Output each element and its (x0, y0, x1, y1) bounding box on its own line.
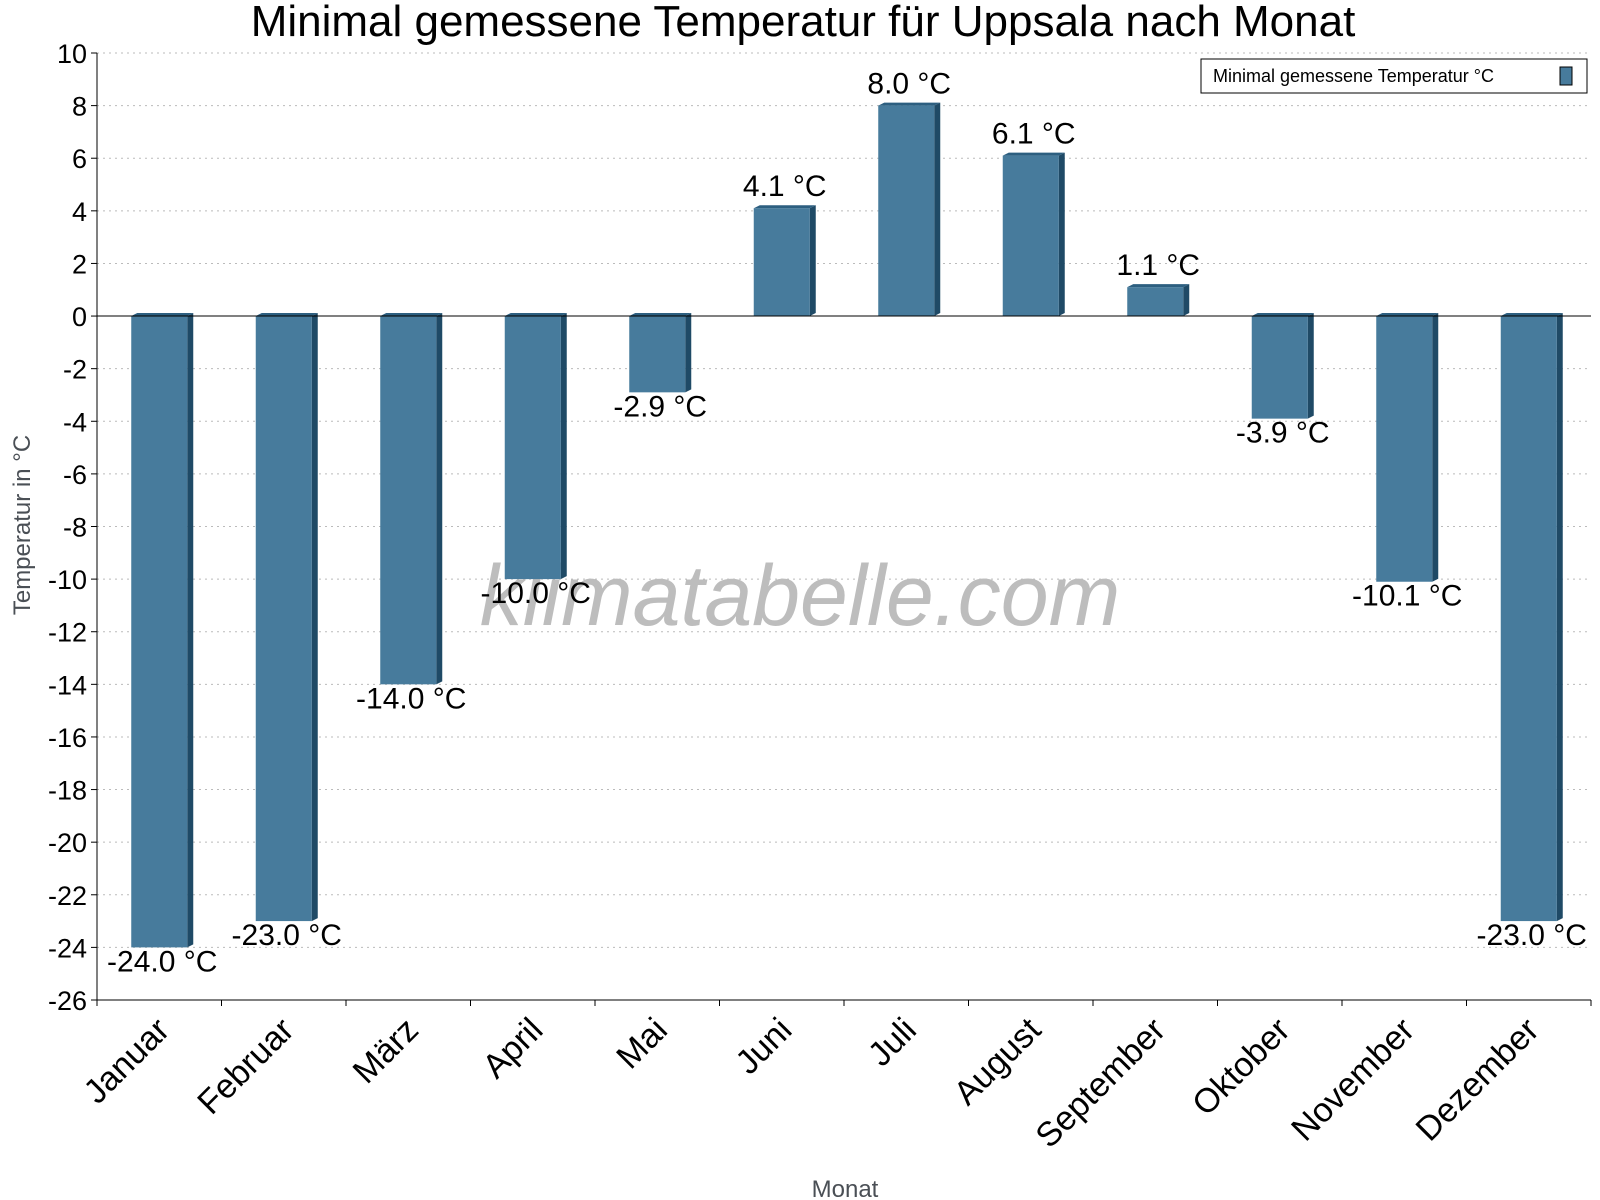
y-tick-label: 2 (72, 249, 87, 279)
axes (91, 52, 1592, 1006)
bar-side (311, 313, 318, 922)
bar-top (1500, 313, 1563, 317)
x-tick-label: November (1284, 1011, 1422, 1149)
y-tick-label: -10 (48, 565, 87, 595)
data-label: -23.0 °C (1477, 919, 1587, 952)
x-tick-label: August (947, 1010, 1049, 1112)
bar-side (1432, 313, 1439, 582)
bar (878, 105, 935, 317)
x-tick-label: Juli (861, 1011, 924, 1074)
data-label: -10.0 °C (481, 577, 591, 610)
bar (255, 316, 312, 922)
bar (1376, 316, 1433, 582)
bar-side (1183, 284, 1190, 317)
x-tick-label: September (1028, 1011, 1172, 1155)
bar-side (1556, 313, 1563, 922)
bar (1127, 287, 1184, 317)
bar-top (380, 313, 443, 317)
bar-side (809, 205, 816, 317)
bar (504, 316, 561, 580)
x-tick-label: Mai (609, 1011, 675, 1077)
y-tick-label: -18 (48, 776, 87, 806)
x-tick-labels: Januar Februar März April Mai Juni Juli AugustS… (77, 1010, 1547, 1155)
data-label: -3.9 °C (1236, 417, 1330, 450)
data-label: 6.1 °C (992, 118, 1076, 151)
data-label: -10.1 °C (1352, 580, 1462, 613)
data-label: -14.0 °C (356, 682, 466, 715)
bar-top (255, 313, 318, 317)
y-tick-label: -2 (63, 355, 87, 385)
bar-side (934, 102, 941, 317)
bar (1251, 316, 1308, 419)
legend-box (1200, 58, 1588, 94)
y-tick-label: -12 (48, 618, 87, 648)
bar-side (187, 313, 194, 948)
bar (753, 208, 810, 317)
x-tick-label: April (475, 1011, 550, 1086)
bar (131, 316, 188, 948)
legend-series-label: Minimal gemessene Temperatur °C (1213, 66, 1494, 86)
watermark: klimatabelle.com (480, 548, 1120, 644)
x-tick-label: März (346, 1011, 426, 1091)
bar-top (1376, 313, 1439, 317)
bar-top (131, 313, 194, 317)
x-tick-label: Oktober (1185, 1011, 1297, 1123)
y-tick-label: -22 (48, 881, 87, 911)
data-label: -24.0 °C (107, 945, 217, 978)
data-label: 8.0 °C (867, 68, 951, 101)
x-tick-label: Dezember (1409, 1011, 1547, 1149)
y-tick-labels: -26-24-22-20-18-16-14-12-10-8-6-4-202468… (48, 39, 87, 1016)
bar-top (1002, 152, 1065, 156)
x-axis-label: Monat (812, 1176, 879, 1200)
y-tick-label: -20 (48, 828, 87, 858)
bar-side (436, 313, 443, 685)
data-label: 4.1 °C (743, 170, 827, 203)
bar (1500, 316, 1557, 922)
y-axis-label: Temperatur in °C (9, 435, 36, 615)
bar-top (629, 313, 692, 317)
y-tick-label: 4 (72, 197, 87, 227)
bar-top (753, 205, 816, 209)
bar-side (1058, 152, 1065, 317)
bar-top (504, 313, 567, 317)
y-tick-label: -8 (63, 513, 87, 543)
legend: Minimal gemessene Temperatur °C (1200, 58, 1588, 94)
data-label: -23.0 °C (232, 919, 342, 952)
grid-lines (97, 52, 1591, 1001)
bars (131, 102, 1563, 948)
x-tick-label: Februar (190, 1011, 301, 1122)
bar-side (1307, 313, 1314, 419)
bar-top (878, 102, 941, 106)
bar-top (1251, 313, 1314, 317)
bar-side (685, 313, 692, 393)
bar (629, 316, 686, 393)
y-tick-label: -6 (63, 460, 87, 490)
y-tick-label: -4 (63, 407, 87, 437)
y-tick-label: -14 (48, 670, 87, 700)
y-tick-label: 6 (72, 144, 87, 174)
y-tick-label: 8 (72, 92, 87, 122)
bar-side (560, 313, 567, 580)
x-tick-label: Juni (728, 1011, 799, 1082)
y-tick-label: -16 (48, 723, 87, 753)
y-tick-label: -24 (48, 933, 87, 963)
y-tick-label: 10 (57, 39, 87, 69)
data-labels: -24.0 °C -23.0 °C -14.0 °C -10.0 °C -2.9 °C 4… (107, 68, 1587, 979)
x-tick-label: Januar (77, 1011, 177, 1111)
chart-title: Minimal gemessene Temperatur für Uppsala… (251, 0, 1356, 46)
bar (380, 316, 437, 685)
data-label: 1.1 °C (1116, 249, 1200, 282)
bar (1002, 155, 1059, 317)
bar-top (1127, 284, 1190, 288)
legend-swatch (1559, 66, 1573, 86)
y-tick-label: 0 (72, 302, 87, 332)
y-tick-label: -26 (48, 986, 87, 1016)
data-label: -2.9 °C (613, 390, 707, 423)
